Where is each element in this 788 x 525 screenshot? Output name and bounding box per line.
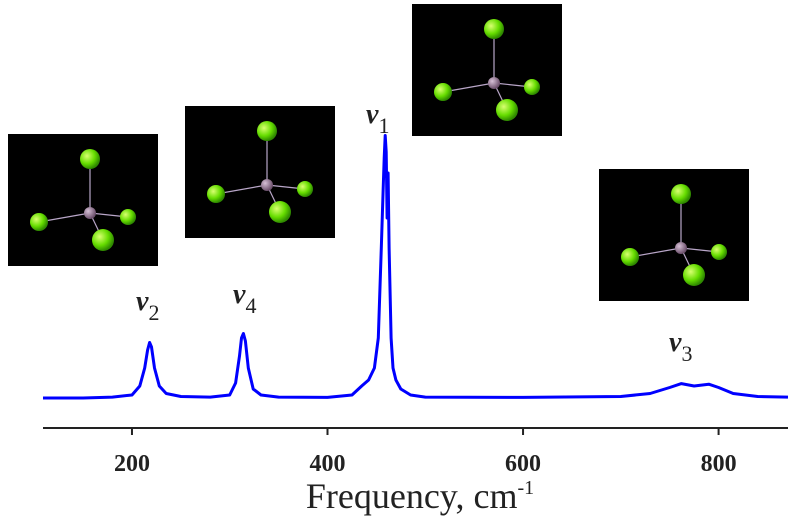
molecule-image <box>411 3 563 137</box>
x-tick-label: 600 <box>505 451 541 477</box>
peak-label-subscript: 4 <box>245 293 256 318</box>
peak-label-subscript: 3 <box>681 341 692 366</box>
peak-label: ν4 <box>233 279 256 318</box>
peak-label-subscript: 1 <box>378 113 389 138</box>
peak-label: ν1 <box>366 99 389 138</box>
molecule-image <box>184 105 336 239</box>
molecule-image <box>598 168 750 302</box>
peak-label-symbol: ν <box>233 279 246 310</box>
peak-label-symbol: ν <box>136 286 149 317</box>
peak-label-subscript: 2 <box>148 300 159 325</box>
x-axis-label-sup: -1 <box>517 477 534 499</box>
peak-label: ν2 <box>136 286 159 325</box>
x-tick-label: 200 <box>114 451 150 477</box>
x-tick-label: 400 <box>310 451 346 477</box>
molecule-image <box>7 133 159 267</box>
spectrum-line <box>43 134 788 400</box>
peak-label: ν3 <box>669 327 692 366</box>
peak-label-symbol: ν <box>669 327 682 358</box>
x-tick-label: 800 <box>701 451 737 477</box>
peak-label-symbol: ν <box>366 99 379 130</box>
x-axis-label: Frequency, cm-1 <box>306 476 534 516</box>
x-axis-label-text: Frequency, cm <box>306 476 518 516</box>
